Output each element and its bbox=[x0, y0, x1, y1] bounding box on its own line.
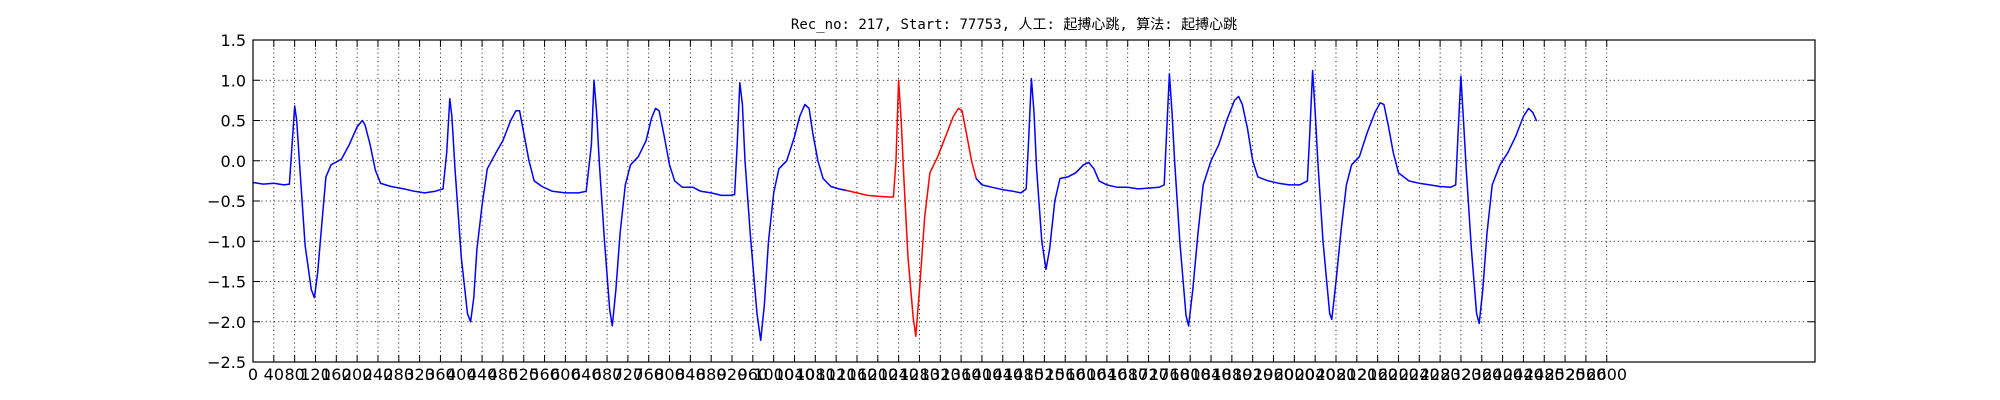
ecg-series-line-2 bbox=[845, 79, 977, 337]
x-tick-label: 1200 bbox=[857, 365, 898, 384]
x-tick-label: 680 bbox=[592, 365, 623, 384]
x-tick-label: 2400 bbox=[1482, 365, 1523, 384]
x-tick-label: 2040 bbox=[1295, 365, 1336, 384]
x-tick-label: 1720 bbox=[1128, 365, 1169, 384]
x-tick-label: 480 bbox=[488, 365, 519, 384]
x-tick-label: 0 bbox=[248, 365, 258, 384]
y-tick-label: 0.5 bbox=[221, 112, 246, 131]
y-axis-tick-labels: 1.5 1.0 0.5 0.0 −0.5 −1.0 −1.5 −2.0 −2.5 bbox=[207, 31, 246, 372]
plot-series bbox=[252, 69, 1538, 342]
x-tick-label: 520 bbox=[508, 365, 539, 384]
x-tick-label: 1680 bbox=[1107, 365, 1148, 384]
x-tick-label: 1240 bbox=[878, 365, 919, 384]
x-tick-label: 440 bbox=[467, 365, 498, 384]
x-tick-label: 1160 bbox=[837, 365, 878, 384]
x-tick-label: 840 bbox=[675, 365, 706, 384]
x-tick-label: 160 bbox=[321, 365, 352, 384]
x-tick-label: 280 bbox=[384, 365, 415, 384]
y-tick-label: −1.5 bbox=[207, 273, 246, 292]
x-tick-label: 40 bbox=[264, 365, 284, 384]
x-tick-label: 200 bbox=[342, 365, 373, 384]
x-tick-label: 960 bbox=[738, 365, 769, 384]
x-tick-label: 2160 bbox=[1357, 365, 1398, 384]
x-tick-label: 920 bbox=[717, 365, 748, 384]
x-tick-label: 2440 bbox=[1503, 365, 1544, 384]
y-tick-label: −2.5 bbox=[207, 353, 246, 372]
axis-ticks bbox=[252, 39, 1815, 363]
x-tick-label: 2200 bbox=[1378, 365, 1419, 384]
x-tick-label: 1600 bbox=[1066, 365, 1107, 384]
y-tick-label: −2.0 bbox=[207, 313, 246, 332]
x-tick-label: 120 bbox=[300, 365, 331, 384]
x-tick-label: 2240 bbox=[1399, 365, 1440, 384]
x-tick-label: 1920 bbox=[1232, 365, 1273, 384]
x-tick-label: 880 bbox=[696, 365, 727, 384]
x-tick-label: 320 bbox=[404, 365, 435, 384]
x-tick-label: 2480 bbox=[1524, 365, 1565, 384]
x-tick-label: 80 bbox=[284, 365, 304, 384]
x-tick-label: 1320 bbox=[920, 365, 961, 384]
x-tick-label: 2280 bbox=[1420, 365, 1461, 384]
y-tick-label: −1.0 bbox=[207, 232, 246, 251]
x-tick-label: 1960 bbox=[1253, 365, 1294, 384]
x-tick-label: 1000 bbox=[753, 365, 794, 384]
x-tick-label: 2080 bbox=[1316, 365, 1357, 384]
x-tick-label: 1040 bbox=[774, 365, 815, 384]
x-tick-label: 640 bbox=[571, 365, 602, 384]
y-tick-label: 0.0 bbox=[221, 152, 246, 171]
x-tick-label: 1080 bbox=[795, 365, 836, 384]
x-tick-label: 720 bbox=[613, 365, 644, 384]
x-tick-label: 1480 bbox=[1003, 365, 1044, 384]
y-tick-label: 1.5 bbox=[221, 31, 246, 50]
y-tick-label: 1.0 bbox=[221, 71, 246, 90]
x-tick-label: 1280 bbox=[899, 365, 940, 384]
x-tick-label: 1800 bbox=[1170, 365, 1211, 384]
x-tick-label: 2560 bbox=[1566, 365, 1607, 384]
x-tick-label: 560 bbox=[529, 365, 560, 384]
x-tick-label: 1880 bbox=[1211, 365, 1252, 384]
x-tick-label: 2520 bbox=[1545, 365, 1586, 384]
x-axis-tick-labels: 0 40 8012016020024028032036040044048052056… bbox=[248, 365, 1627, 384]
x-tick-label: 600 bbox=[550, 365, 581, 384]
x-tick-label: 2600 bbox=[1586, 365, 1627, 384]
x-tick-label: 1520 bbox=[1024, 365, 1065, 384]
x-tick-label: 800 bbox=[654, 365, 685, 384]
x-tick-label: 400 bbox=[446, 365, 477, 384]
x-tick-label: 760 bbox=[633, 365, 664, 384]
x-tick-label: 240 bbox=[363, 365, 394, 384]
x-tick-label: 360 bbox=[425, 365, 456, 384]
x-tick-label: 1760 bbox=[1149, 365, 1190, 384]
ecg-series-line-1 bbox=[252, 79, 848, 342]
x-tick-label: 1840 bbox=[1191, 365, 1232, 384]
x-tick-label: 2320 bbox=[1441, 365, 1482, 384]
x-tick-label: 2000 bbox=[1274, 365, 1315, 384]
chart-title: Rec_no: 217, Start: 77753, 人工: 起搏心跳, 算法:… bbox=[791, 16, 1237, 33]
x-tick-label: 1440 bbox=[982, 365, 1023, 384]
x-tick-label: 1360 bbox=[941, 365, 982, 384]
x-tick-label: 1120 bbox=[816, 365, 857, 384]
x-tick-label: 1640 bbox=[1087, 365, 1128, 384]
x-tick-label: 2120 bbox=[1336, 365, 1377, 384]
x-tick-label: 2360 bbox=[1461, 365, 1502, 384]
x-tick-label: 1560 bbox=[1045, 365, 1086, 384]
x-tick-label: 1400 bbox=[962, 365, 1003, 384]
y-tick-label: −0.5 bbox=[207, 192, 246, 211]
ecg-series-line-3 bbox=[975, 69, 1538, 327]
